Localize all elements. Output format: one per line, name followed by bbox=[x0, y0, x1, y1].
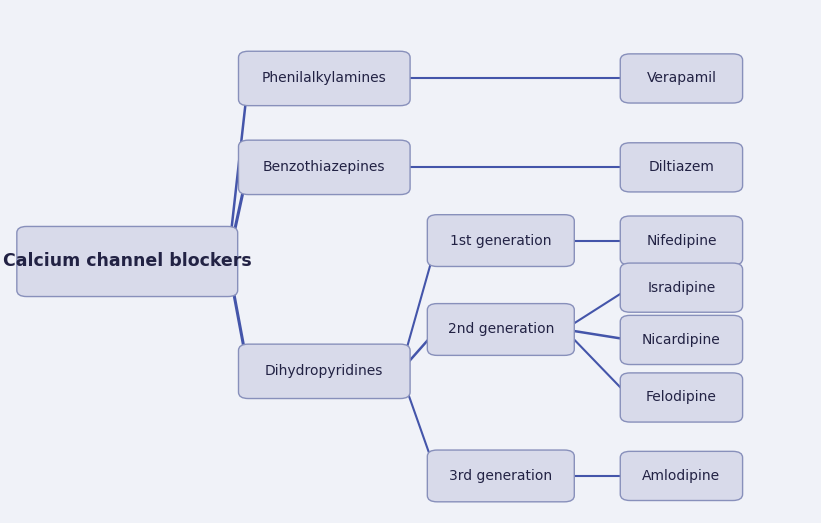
Text: 2nd generation: 2nd generation bbox=[447, 323, 554, 336]
Text: Calcium channel blockers: Calcium channel blockers bbox=[3, 253, 251, 270]
Text: Amlodipine: Amlodipine bbox=[642, 469, 721, 483]
FancyBboxPatch shape bbox=[621, 216, 742, 265]
Text: Nicardipine: Nicardipine bbox=[642, 333, 721, 347]
FancyBboxPatch shape bbox=[17, 226, 238, 297]
FancyBboxPatch shape bbox=[621, 143, 742, 192]
FancyBboxPatch shape bbox=[621, 373, 742, 422]
FancyBboxPatch shape bbox=[427, 303, 575, 356]
Text: Isradipine: Isradipine bbox=[647, 281, 716, 294]
FancyBboxPatch shape bbox=[238, 344, 410, 399]
FancyBboxPatch shape bbox=[621, 54, 742, 103]
Text: Diltiazem: Diltiazem bbox=[649, 161, 714, 174]
FancyBboxPatch shape bbox=[238, 140, 410, 195]
FancyBboxPatch shape bbox=[621, 451, 742, 501]
FancyBboxPatch shape bbox=[238, 51, 410, 106]
Text: 1st generation: 1st generation bbox=[450, 234, 552, 247]
Text: Phenilalkylamines: Phenilalkylamines bbox=[262, 72, 387, 85]
Text: Felodipine: Felodipine bbox=[646, 391, 717, 404]
Text: Benzothiazepines: Benzothiazepines bbox=[263, 161, 386, 174]
Text: Dihydropyridines: Dihydropyridines bbox=[265, 365, 383, 378]
FancyBboxPatch shape bbox=[621, 263, 742, 312]
FancyBboxPatch shape bbox=[427, 450, 575, 502]
Text: 3rd generation: 3rd generation bbox=[449, 469, 553, 483]
Text: Verapamil: Verapamil bbox=[646, 72, 717, 85]
Text: Nifedipine: Nifedipine bbox=[646, 234, 717, 247]
FancyBboxPatch shape bbox=[621, 315, 742, 365]
FancyBboxPatch shape bbox=[427, 214, 575, 266]
